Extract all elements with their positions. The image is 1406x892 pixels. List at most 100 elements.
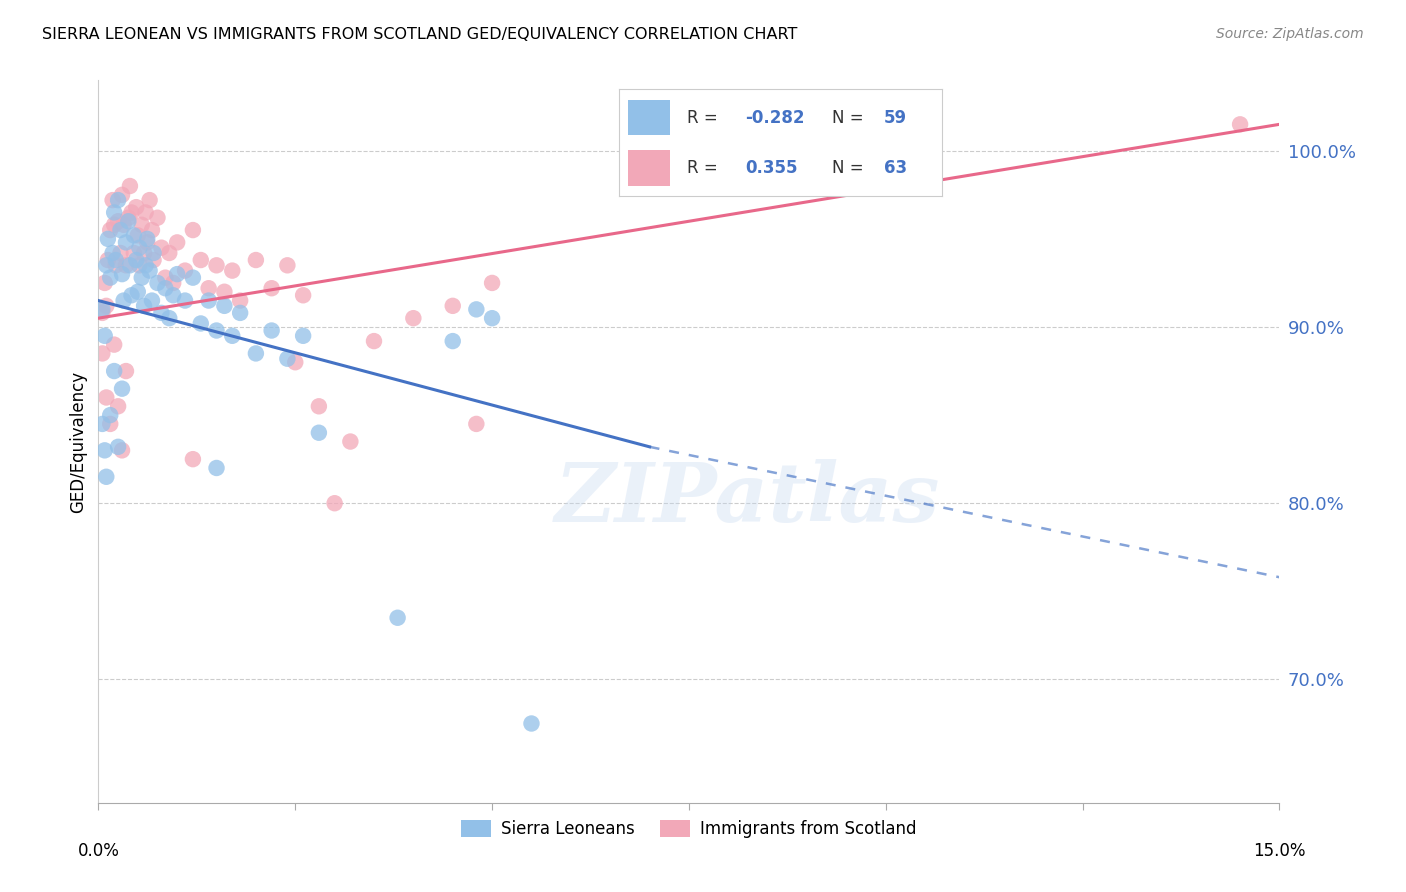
Point: [103, 205, 125, 219]
Point: [174, 263, 197, 277]
Point: [135, 258, 157, 272]
Point: [132, 299, 155, 313]
Point: [115, 235, 138, 250]
Point: [96, 470, 118, 484]
Point: [125, 200, 148, 214]
Point: [121, 288, 143, 302]
Point: [93, 443, 115, 458]
Text: 0.0%: 0.0%: [77, 842, 120, 860]
Point: [197, 281, 219, 295]
Point: [197, 293, 219, 308]
Point: [110, 246, 132, 260]
Point: [150, 241, 173, 255]
Point: [117, 214, 139, 228]
Point: [441, 334, 464, 348]
Point: [97, 253, 120, 268]
Point: [520, 716, 543, 731]
Text: R =: R =: [686, 159, 717, 177]
Point: [465, 302, 488, 317]
Point: [103, 364, 125, 378]
Point: [96, 258, 118, 272]
Point: [260, 281, 283, 295]
Point: [91, 306, 114, 320]
Point: [155, 281, 177, 295]
Text: N =: N =: [832, 159, 863, 177]
Point: [103, 337, 125, 351]
Point: [138, 263, 160, 277]
Point: [214, 299, 236, 313]
Point: [308, 425, 330, 440]
Point: [98, 223, 121, 237]
Point: [111, 443, 134, 458]
Point: [101, 246, 124, 260]
Point: [339, 434, 361, 449]
Point: [111, 187, 134, 202]
Text: 0.355: 0.355: [745, 159, 797, 177]
Point: [93, 276, 115, 290]
Point: [115, 364, 138, 378]
Point: [155, 270, 177, 285]
Point: [481, 311, 503, 326]
Point: [363, 334, 385, 348]
Point: [141, 293, 163, 308]
Text: 59: 59: [884, 109, 907, 127]
Point: [229, 293, 252, 308]
Point: [166, 267, 188, 281]
Point: [118, 258, 141, 272]
Point: [91, 346, 114, 360]
Text: 63: 63: [884, 159, 907, 177]
Point: [221, 328, 243, 343]
Text: R =: R =: [686, 109, 717, 127]
Point: [1229, 117, 1251, 131]
Point: [107, 214, 129, 228]
Point: [181, 270, 204, 285]
Point: [214, 285, 236, 299]
Point: [107, 193, 129, 207]
Point: [181, 452, 204, 467]
Point: [96, 391, 118, 405]
Point: [136, 235, 159, 250]
Point: [97, 232, 120, 246]
Point: [245, 253, 267, 268]
Point: [125, 253, 148, 268]
Point: [91, 417, 114, 431]
Point: [101, 193, 124, 207]
Bar: [628, 150, 671, 186]
Point: [111, 267, 134, 281]
Point: [132, 246, 155, 260]
Point: [115, 258, 138, 272]
Point: [96, 299, 118, 313]
Point: [121, 205, 143, 219]
Point: [205, 258, 228, 272]
Point: [308, 399, 330, 413]
Bar: [628, 100, 671, 136]
Point: [142, 246, 165, 260]
Point: [98, 417, 121, 431]
Point: [127, 228, 149, 243]
Point: [402, 311, 425, 326]
Point: [146, 211, 169, 225]
Point: [387, 611, 409, 625]
Point: [104, 253, 127, 268]
Point: [150, 306, 173, 320]
Text: SIERRA LEONEAN VS IMMIGRANTS FROM SCOTLAND GED/EQUIVALENCY CORRELATION CHART: SIERRA LEONEAN VS IMMIGRANTS FROM SCOTLA…: [42, 27, 797, 42]
Text: Source: ZipAtlas.com: Source: ZipAtlas.com: [1216, 27, 1364, 41]
Point: [138, 193, 160, 207]
Point: [128, 258, 150, 272]
Point: [481, 276, 503, 290]
Point: [107, 399, 129, 413]
Legend: Sierra Leoneans, Immigrants from Scotland: Sierra Leoneans, Immigrants from Scotlan…: [454, 814, 924, 845]
Point: [117, 211, 139, 225]
Point: [110, 223, 132, 237]
Point: [229, 306, 252, 320]
Point: [112, 218, 135, 232]
Point: [103, 218, 125, 232]
Text: ZIPatlas: ZIPatlas: [555, 459, 941, 540]
Point: [118, 179, 141, 194]
Point: [93, 328, 115, 343]
Point: [146, 276, 169, 290]
Point: [284, 355, 307, 369]
Point: [122, 228, 145, 243]
Text: N =: N =: [832, 109, 863, 127]
Point: [162, 276, 184, 290]
